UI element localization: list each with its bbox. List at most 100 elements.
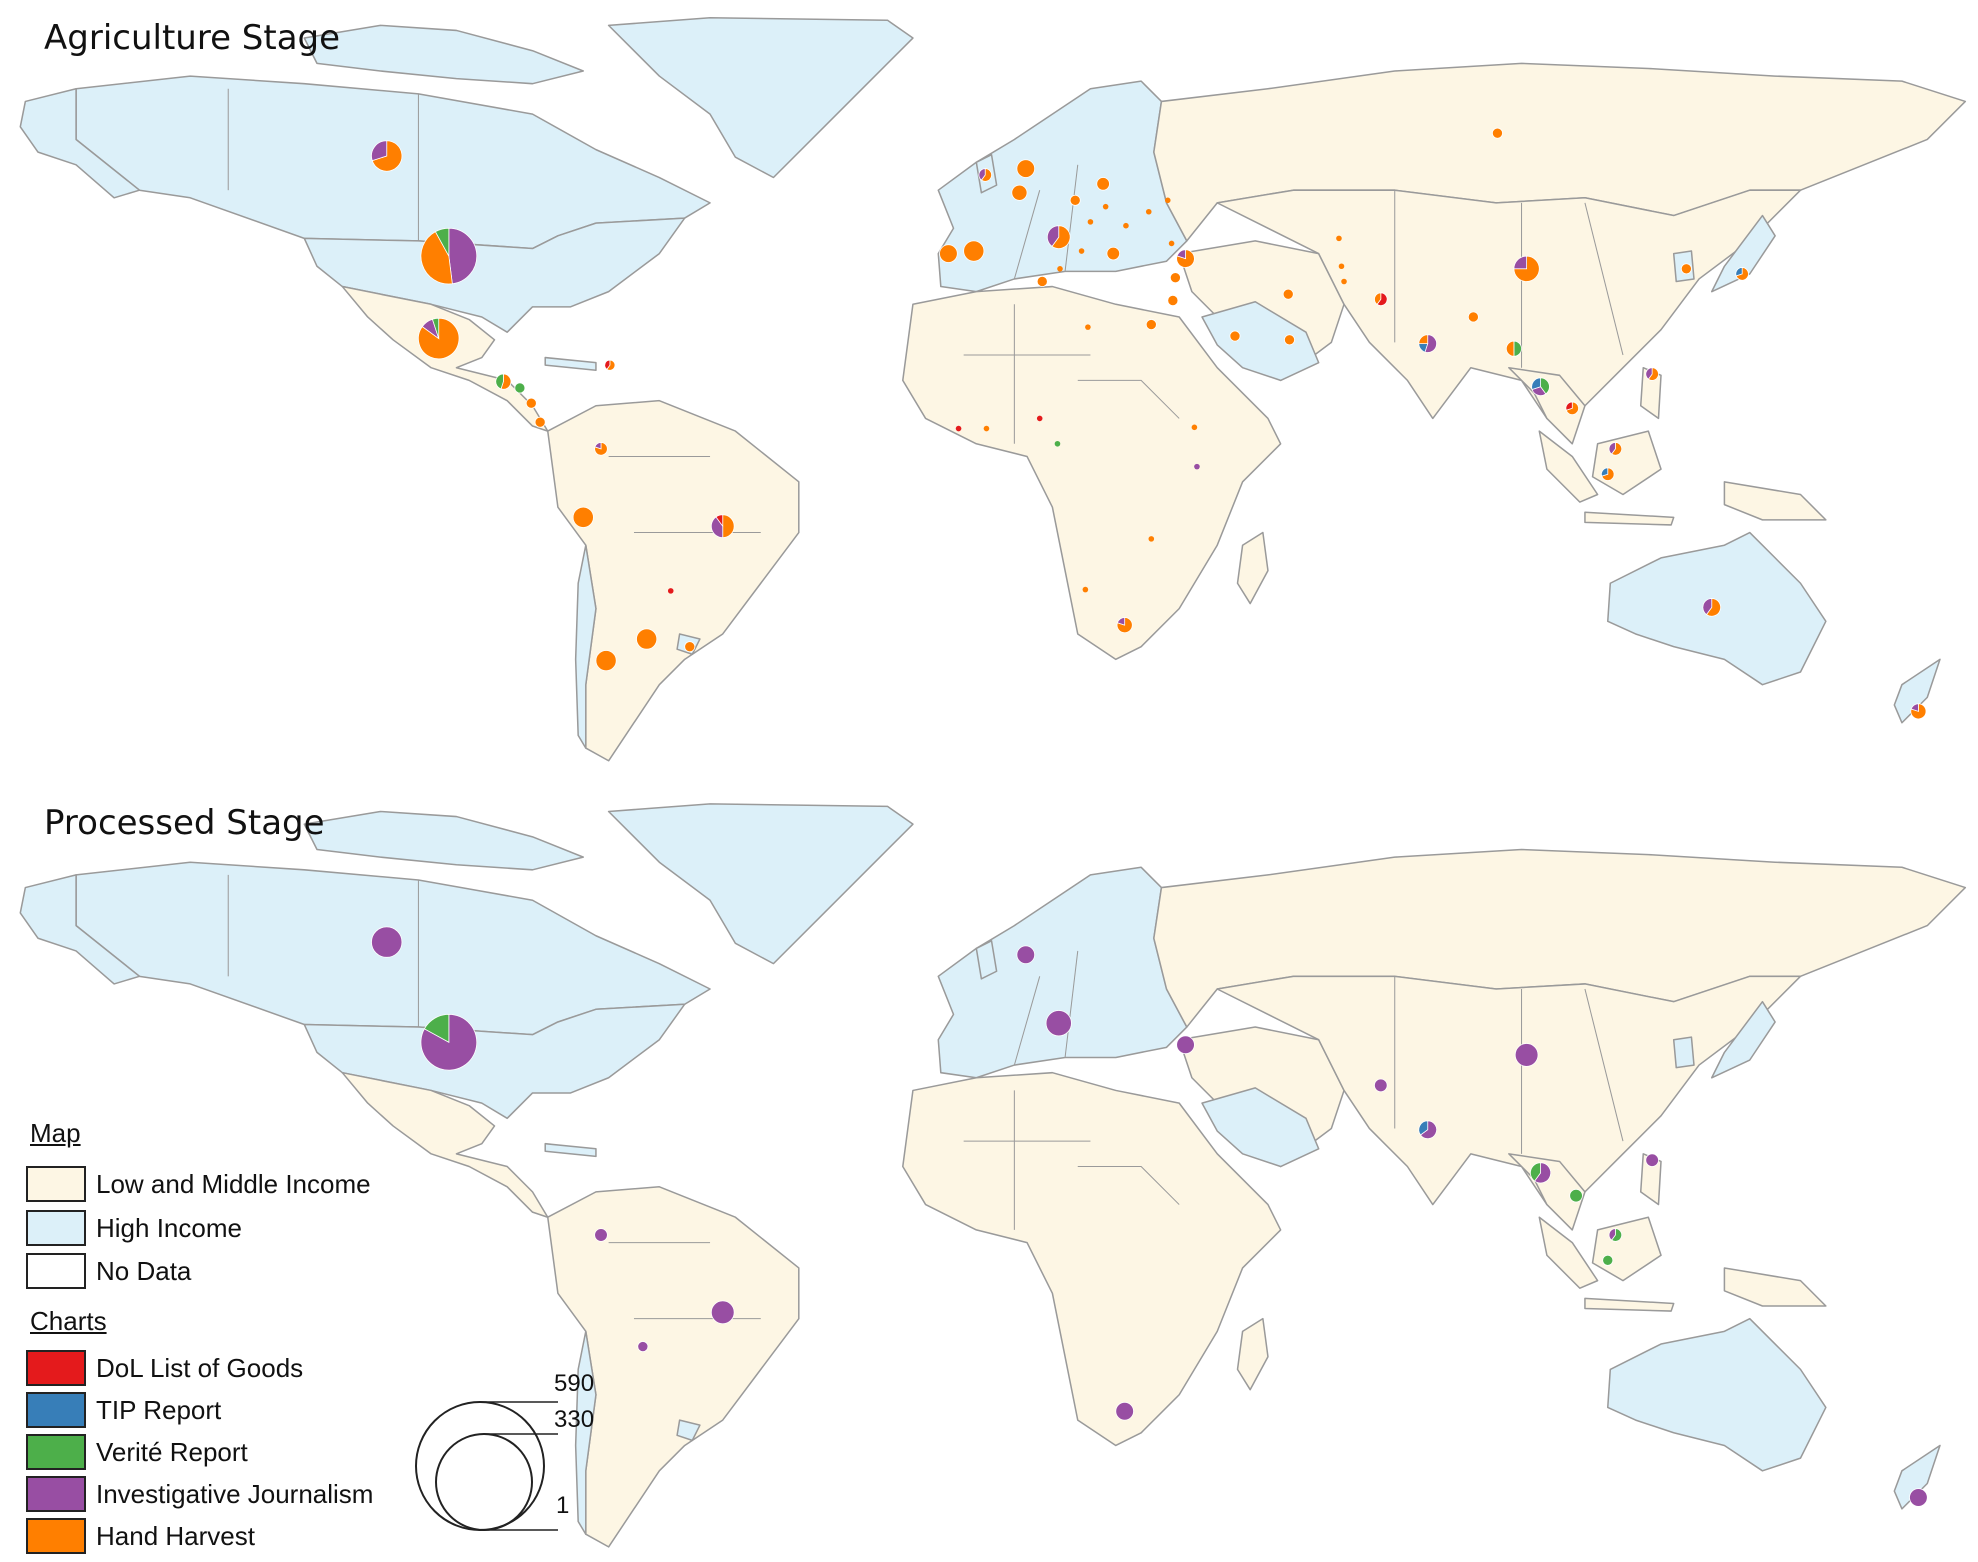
pie-slice-verite	[1569, 1188, 1583, 1203]
madagascar-region	[1236, 1317, 1269, 1391]
pie-marker-saudi-arabia	[1229, 330, 1241, 342]
pie-slice-verite	[514, 382, 526, 394]
pie-slice-verite	[495, 373, 504, 390]
pie-slice-harvest	[1229, 330, 1241, 342]
pie-slice-harvest	[722, 514, 735, 538]
pie-slice-harvest	[1491, 127, 1503, 139]
no-data-swatch	[26, 1253, 86, 1289]
small-marker	[1148, 536, 1155, 542]
legend-chart-label: TIP Report	[96, 1394, 222, 1425]
small-marker	[1054, 440, 1061, 447]
legend-map-heading: Map	[30, 1118, 81, 1148]
pie-slice-journalism	[448, 227, 478, 285]
country-border	[1064, 164, 1079, 272]
size-key-min-label: 1	[556, 1492, 570, 1519]
pie-slice-harvest	[1284, 334, 1295, 346]
processed-stage-map	[19, 803, 1967, 1548]
pie-slice-harvest	[1011, 184, 1028, 201]
legend-chart-label: Verité Report	[96, 1436, 248, 1467]
pie-slice-journalism	[1046, 225, 1060, 247]
arctic-isles-region	[303, 24, 585, 85]
pie-marker-south-africa	[1115, 1401, 1134, 1421]
small-marker	[667, 588, 674, 594]
pie-marker-india	[1418, 334, 1437, 353]
africa-region	[902, 1071, 1282, 1447]
pie-marker-india	[1418, 1120, 1437, 1139]
pie-slice-dol	[604, 359, 611, 370]
pie-marker-pakistan	[1374, 1078, 1388, 1093]
small-marker	[1191, 424, 1198, 431]
tip-swatch	[26, 1392, 86, 1428]
pie-marker-portugal	[939, 244, 958, 263]
pie-slice-harvest	[525, 397, 537, 409]
chile-strip-region	[574, 1330, 597, 1535]
pie-marker-thailand	[1530, 1162, 1552, 1184]
pie-slice-journalism	[1645, 1153, 1659, 1167]
pie-marker-united-kingdom	[1016, 159, 1036, 178]
small-marker	[1078, 248, 1085, 254]
small-marker	[1194, 463, 1200, 470]
pie-marker-united-states	[420, 227, 478, 285]
country-border	[1013, 976, 1041, 1066]
alaska-region	[19, 874, 141, 985]
pie-slice-harvest	[1096, 177, 1110, 191]
dol-swatch	[26, 1350, 86, 1386]
pie-slice-journalism	[1608, 1228, 1616, 1241]
pie-slice-journalism	[371, 926, 403, 958]
size-key: 590 330 1	[400, 1370, 620, 1520]
pie-marker-philippines	[1645, 1153, 1659, 1167]
pie-slice-journalism	[594, 442, 602, 450]
pie-marker-israel	[1167, 295, 1179, 306]
japan-region	[1710, 1000, 1776, 1079]
pie-slice-verite	[1513, 340, 1522, 357]
small-marker	[1341, 278, 1347, 285]
small-marker	[1057, 266, 1063, 272]
size-key-mid-label: 330	[554, 1406, 595, 1433]
pie-marker-united-kingdom	[1016, 945, 1036, 965]
borneo-region	[1591, 1216, 1662, 1282]
landmass-layer	[19, 16, 1967, 762]
asia-region	[1216, 975, 1802, 1206]
pie-marker-philippines	[1645, 367, 1659, 381]
processed-stage-title: Processed Stage	[44, 803, 325, 843]
pie-marker-united-states	[420, 1013, 478, 1071]
small-marker	[1123, 222, 1129, 229]
pie-marker-guatemala	[495, 373, 512, 390]
pie-slice-journalism	[1514, 1043, 1539, 1067]
pie-slice-journalism	[978, 168, 986, 181]
pie-marker-new-zealand	[1910, 703, 1927, 720]
small-marker	[1087, 219, 1094, 225]
arctic-isles-region	[303, 810, 585, 871]
pie-marker-japan	[1735, 267, 1749, 281]
pie-slice-verite	[423, 1013, 450, 1043]
small-marker	[1102, 203, 1109, 210]
madagascar-region	[1236, 531, 1269, 605]
small-marker	[1085, 324, 1091, 330]
pie-marker-poland	[1096, 177, 1110, 191]
pie-slice-journalism	[710, 1300, 735, 1325]
pie-slice-journalism	[1420, 1120, 1437, 1139]
pie-slice-verite	[1602, 1254, 1614, 1266]
pie-slice-harvest	[1611, 442, 1623, 456]
low-middle-income-swatch	[26, 1166, 86, 1202]
legend-chart-item: DoL List of Goods	[26, 1348, 303, 1388]
new-guinea-region	[1723, 1267, 1827, 1307]
pie-slice-harvest	[1910, 703, 1927, 720]
pie-slice-harvest	[1051, 225, 1071, 249]
pie-marker-vietnam	[1569, 1188, 1583, 1203]
africa-region	[902, 285, 1282, 661]
country-border	[1584, 202, 1624, 356]
legend-map-item: High Income	[26, 1208, 242, 1248]
pie-marker-russia	[1491, 127, 1503, 139]
alaska-region	[19, 87, 141, 199]
pie-slice-harvest	[1145, 319, 1157, 331]
pie-slice-tip	[1531, 377, 1541, 390]
pie-slice-harvest	[980, 168, 992, 182]
legend-chart-item: TIP Report	[26, 1390, 221, 1430]
pie-marker-italy	[1045, 1010, 1072, 1037]
sumatra-region	[1538, 1216, 1599, 1289]
pie-marker-spain	[963, 240, 985, 262]
pie-slice-harvest	[1167, 295, 1179, 306]
pie-slice-harvest	[1467, 311, 1479, 323]
legend-charts-heading: Charts	[30, 1306, 107, 1336]
